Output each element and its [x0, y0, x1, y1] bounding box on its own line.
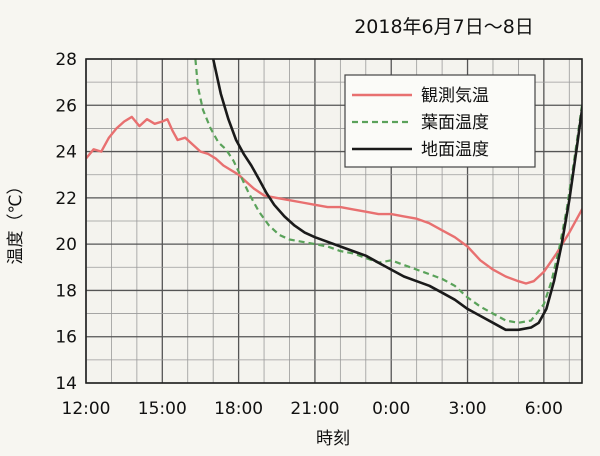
- plot-frame: [85, 58, 583, 384]
- x-tick-label: 6:00: [525, 399, 563, 419]
- x-tick-label: 18:00: [214, 399, 263, 419]
- legend-entry: 地面温度: [421, 140, 489, 160]
- y-tick-label: 22: [55, 189, 77, 209]
- x-axis-label: 時刻: [316, 429, 350, 449]
- y-tick-labels: 14 16 18 20 22 24 26 28: [55, 50, 77, 394]
- y-tick-label: 26: [55, 96, 77, 116]
- x-tick-label: 0:00: [372, 399, 410, 419]
- x-tick-label: 3:00: [448, 399, 486, 419]
- series-layer: [86, 59, 582, 332]
- y-tick-label: 20: [55, 235, 77, 255]
- x-tick-label: 12:00: [62, 399, 111, 419]
- series-line-3: [211, 59, 582, 332]
- series-line-1: [86, 115, 582, 285]
- legend-entry: 観測気温: [421, 86, 489, 106]
- x-tick-labels: 12:00 15:00 18:00 21:00 0:00 3:00 6:00: [62, 399, 563, 419]
- y-tick-label: 16: [55, 328, 77, 348]
- y-tick-label: 18: [55, 281, 77, 301]
- chart-title: 2018年6月7日～8日: [354, 16, 534, 38]
- x-tick-label: 15:00: [138, 399, 187, 419]
- x-tick-label: 21:00: [290, 399, 339, 419]
- y-axis-label: 温度（℃）: [6, 177, 26, 264]
- legend-entry: 葉面温度: [421, 113, 489, 133]
- y-tick-label: 14: [55, 374, 77, 394]
- y-tick-label: 28: [55, 50, 77, 70]
- y-tick-label: 24: [55, 143, 77, 163]
